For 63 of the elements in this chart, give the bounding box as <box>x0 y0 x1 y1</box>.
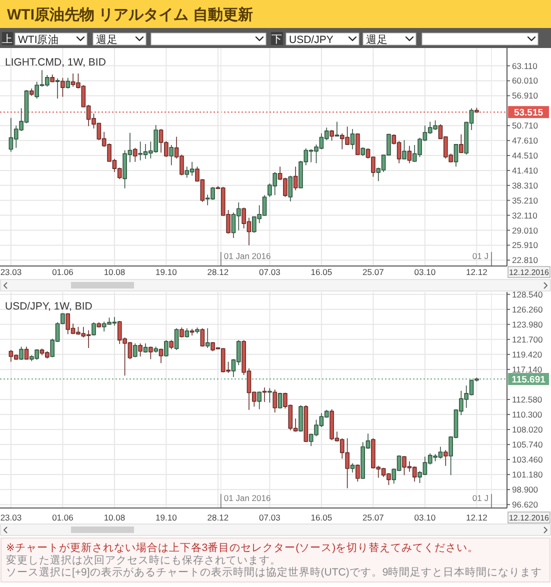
ref-line-label: 01 Jan 2016 <box>224 251 271 261</box>
y-tick-label: 108.020 <box>512 424 543 434</box>
y-tick-label: 121.700 <box>512 334 543 344</box>
y-tick-label: 32.110 <box>512 210 538 220</box>
y-tick-label: 119.420 <box>512 349 542 360</box>
y-tick-label: 112.580 <box>512 394 542 404</box>
y-tick-label: 110.300 <box>512 409 542 420</box>
x-tick-label: 16.05 <box>310 512 332 522</box>
y-tick-label: 126.260 <box>512 304 543 314</box>
y-tick-label: 44.510 <box>512 150 538 161</box>
x-tick-label: 07.03 <box>259 267 281 277</box>
y-tick-label: 123.980 <box>512 319 543 330</box>
x-tick-label: 01.06 <box>52 267 74 277</box>
y-tick-label: 117.140 <box>512 364 542 374</box>
x-tick-label: 19.10 <box>156 267 178 277</box>
text: WTI原油 <box>18 33 60 46</box>
y-tick-label: 60.010 <box>512 76 538 86</box>
y-tick-label: 63.110 <box>512 60 538 71</box>
y-tick-label: 41.410 <box>512 165 538 176</box>
x-tick-label: 07.03 <box>259 512 281 522</box>
y-tick-label: 56.910 <box>512 90 538 101</box>
x-tick-label: 25.07 <box>362 512 384 522</box>
text: LIGHT.CMD, 1W, BID <box>5 56 106 68</box>
ref-line-label: 01 J <box>472 251 488 261</box>
y-tick-label: 103.460 <box>512 454 543 465</box>
text: 週足 <box>366 34 388 46</box>
y-tick-label: 38.310 <box>512 180 538 190</box>
y-tick-label: 105.740 <box>512 440 543 450</box>
y-tick-label: 25.910 <box>512 240 538 250</box>
x-tick-label: 12.12 <box>466 267 488 277</box>
y-tick-label: 22.810 <box>512 255 538 266</box>
x-tick-label: 23.03 <box>0 267 22 277</box>
text: ※チャートが更新されない場合は上下各3番目のセレクター(ソース)を切り替えてみてください。 <box>6 541 479 554</box>
y-tick-label: 29.010 <box>512 225 538 236</box>
x-tick-label: 25.07 <box>362 267 384 277</box>
ref-line-label: 01 J <box>472 493 488 503</box>
text: ソース選択に[+9]の表示があるチャートの表示時間は協定世界時(UTC)です。9時間足すと日本時間になります <box>6 566 542 579</box>
y-tick-label: 98.900 <box>512 484 538 495</box>
text: USD/JPY <box>289 34 334 46</box>
y-tick-label: 47.610 <box>512 136 538 146</box>
y-tick-label: 128.540 <box>512 289 543 300</box>
text: USD/JPY, 1W, BID <box>5 300 93 312</box>
ref-line-label: 01 Jan 2016 <box>224 493 271 503</box>
x-tick-label: 19.10 <box>156 512 178 522</box>
y-tick-label: 35.210 <box>512 195 538 206</box>
x-tick-label: 10.08 <box>104 512 126 522</box>
x-tick-label: 12.12 <box>466 512 488 522</box>
x-tick-label: 16.05 <box>310 267 332 277</box>
x-tick-label: 23.03 <box>0 512 22 522</box>
y-tick-label: 101.180 <box>512 470 543 480</box>
x-tick-label: 03.10 <box>414 512 436 522</box>
text: 週足 <box>96 34 118 46</box>
y-tick-label: 96.620 <box>512 500 538 510</box>
x-tick-label: 10.08 <box>104 267 126 277</box>
ref-line-label: 115.691 <box>512 374 546 386</box>
y-tick-label: 50.710 <box>512 120 538 131</box>
text: WTI原油先物 リアルタイム 自動更新 <box>7 6 253 24</box>
x-tick-label: 28.12 <box>207 267 229 277</box>
x-tick-label: 03.10 <box>414 267 436 277</box>
ref-line-label: 53.515 <box>514 108 544 119</box>
text: 変更した選択は次回アクセス時にも保存されています。 <box>6 553 281 566</box>
x-tick-label: 01.06 <box>52 512 74 522</box>
x-tick-label: 28.12 <box>207 512 229 522</box>
